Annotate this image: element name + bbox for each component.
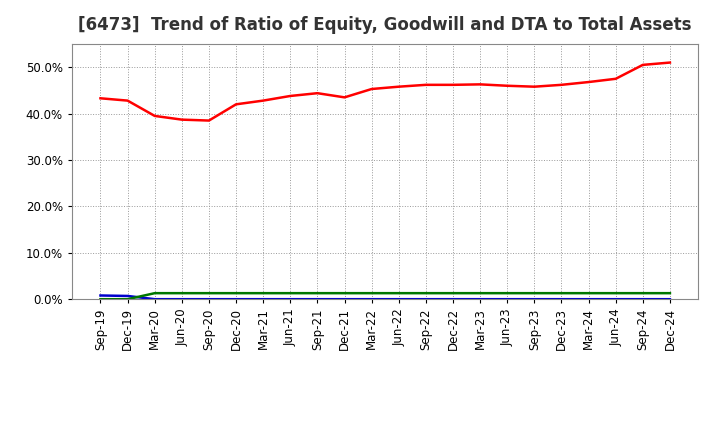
Equity — [639, 62, 647, 67]
Line: Equity: Equity — [101, 62, 670, 121]
Deferred Tax Assets — [639, 290, 647, 296]
Goodwill — [341, 297, 349, 302]
Goodwill — [639, 297, 647, 302]
Line: Deferred Tax Assets: Deferred Tax Assets — [101, 293, 670, 299]
Equity — [530, 84, 539, 89]
Goodwill — [449, 297, 457, 302]
Legend: Equity, Goodwill, Deferred Tax Assets: Equity, Goodwill, Deferred Tax Assets — [176, 439, 595, 440]
Deferred Tax Assets — [503, 290, 511, 296]
Equity — [367, 86, 376, 92]
Goodwill — [313, 297, 322, 302]
Equity — [584, 79, 593, 84]
Equity — [503, 83, 511, 88]
Deferred Tax Assets — [286, 290, 294, 296]
Equity — [611, 76, 620, 81]
Goodwill — [665, 297, 674, 302]
Deferred Tax Assets — [449, 290, 457, 296]
Deferred Tax Assets — [313, 290, 322, 296]
Goodwill — [232, 297, 240, 302]
Equity — [259, 98, 268, 103]
Equity — [476, 82, 485, 87]
Equity — [232, 102, 240, 107]
Goodwill — [204, 297, 213, 302]
Equity — [395, 84, 403, 89]
Equity — [286, 93, 294, 99]
Equity — [341, 95, 349, 100]
Line: Goodwill: Goodwill — [101, 296, 670, 299]
Goodwill — [530, 297, 539, 302]
Equity — [178, 117, 186, 122]
Goodwill — [123, 293, 132, 299]
Deferred Tax Assets — [584, 290, 593, 296]
Goodwill — [611, 297, 620, 302]
Equity — [665, 60, 674, 65]
Deferred Tax Assets — [421, 290, 430, 296]
Deferred Tax Assets — [395, 290, 403, 296]
Deferred Tax Assets — [204, 290, 213, 296]
Deferred Tax Assets — [665, 290, 674, 296]
Deferred Tax Assets — [150, 290, 159, 296]
Deferred Tax Assets — [341, 290, 349, 296]
Equity — [204, 118, 213, 123]
Equity — [150, 113, 159, 118]
Goodwill — [150, 297, 159, 302]
Deferred Tax Assets — [557, 290, 566, 296]
Equity — [557, 82, 566, 88]
Goodwill — [286, 297, 294, 302]
Goodwill — [584, 297, 593, 302]
Deferred Tax Assets — [476, 290, 485, 296]
Deferred Tax Assets — [611, 290, 620, 296]
Deferred Tax Assets — [178, 290, 186, 296]
Goodwill — [259, 297, 268, 302]
Equity — [421, 82, 430, 88]
Deferred Tax Assets — [232, 290, 240, 296]
Equity — [123, 98, 132, 103]
Equity — [449, 82, 457, 88]
Equity — [313, 91, 322, 96]
Goodwill — [476, 297, 485, 302]
Deferred Tax Assets — [259, 290, 268, 296]
Goodwill — [96, 293, 105, 298]
Equity — [96, 95, 105, 101]
Goodwill — [421, 297, 430, 302]
Goodwill — [178, 297, 186, 302]
Deferred Tax Assets — [123, 297, 132, 302]
Goodwill — [557, 297, 566, 302]
Deferred Tax Assets — [530, 290, 539, 296]
Goodwill — [503, 297, 511, 302]
Goodwill — [367, 297, 376, 302]
Goodwill — [395, 297, 403, 302]
Deferred Tax Assets — [96, 297, 105, 302]
Deferred Tax Assets — [367, 290, 376, 296]
Title: [6473]  Trend of Ratio of Equity, Goodwill and DTA to Total Assets: [6473] Trend of Ratio of Equity, Goodwil… — [78, 16, 692, 34]
